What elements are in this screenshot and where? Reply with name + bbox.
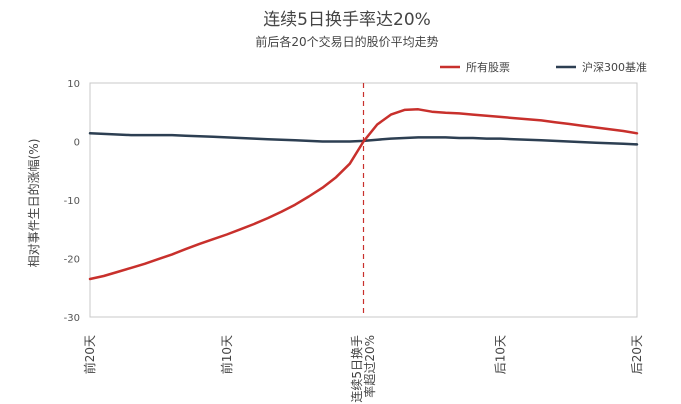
legend-label: 所有股票 xyxy=(466,60,510,74)
y-tick-label: 0 xyxy=(74,138,80,149)
y-tick-label: 10 xyxy=(67,79,80,90)
chart-title: 连续5日换手率达20% xyxy=(263,10,431,30)
y-tick-label: -30 xyxy=(64,313,80,324)
y-tick-label: -20 xyxy=(64,255,80,266)
chart-subtitle: 前后各20个交易日的股价平均走势 xyxy=(255,34,438,49)
series-line xyxy=(88,108,639,281)
y-axis-label: 相对事件生日的涨幅(%) xyxy=(26,139,41,268)
x-tick-label: 前20天 xyxy=(82,335,97,374)
legend: 所有股票 沪深300基准 xyxy=(440,60,647,74)
x-tick-label: 连续5日换手率超过20% xyxy=(349,335,377,403)
y-axis-ticks: 10 0 -10 -20 -30 xyxy=(64,79,80,324)
y-tick-label: -10 xyxy=(64,196,80,207)
x-axis-ticks: 前20天 前10天 连续5日换手率超过20% 后10天 后20天 xyxy=(82,335,644,403)
x-tick-label: 后20天 xyxy=(630,335,644,374)
x-tick-label: 后10天 xyxy=(493,335,507,374)
x-tick-label: 前10天 xyxy=(219,335,234,374)
series-layer xyxy=(88,108,639,281)
legend-label: 沪深300基准 xyxy=(582,60,647,74)
